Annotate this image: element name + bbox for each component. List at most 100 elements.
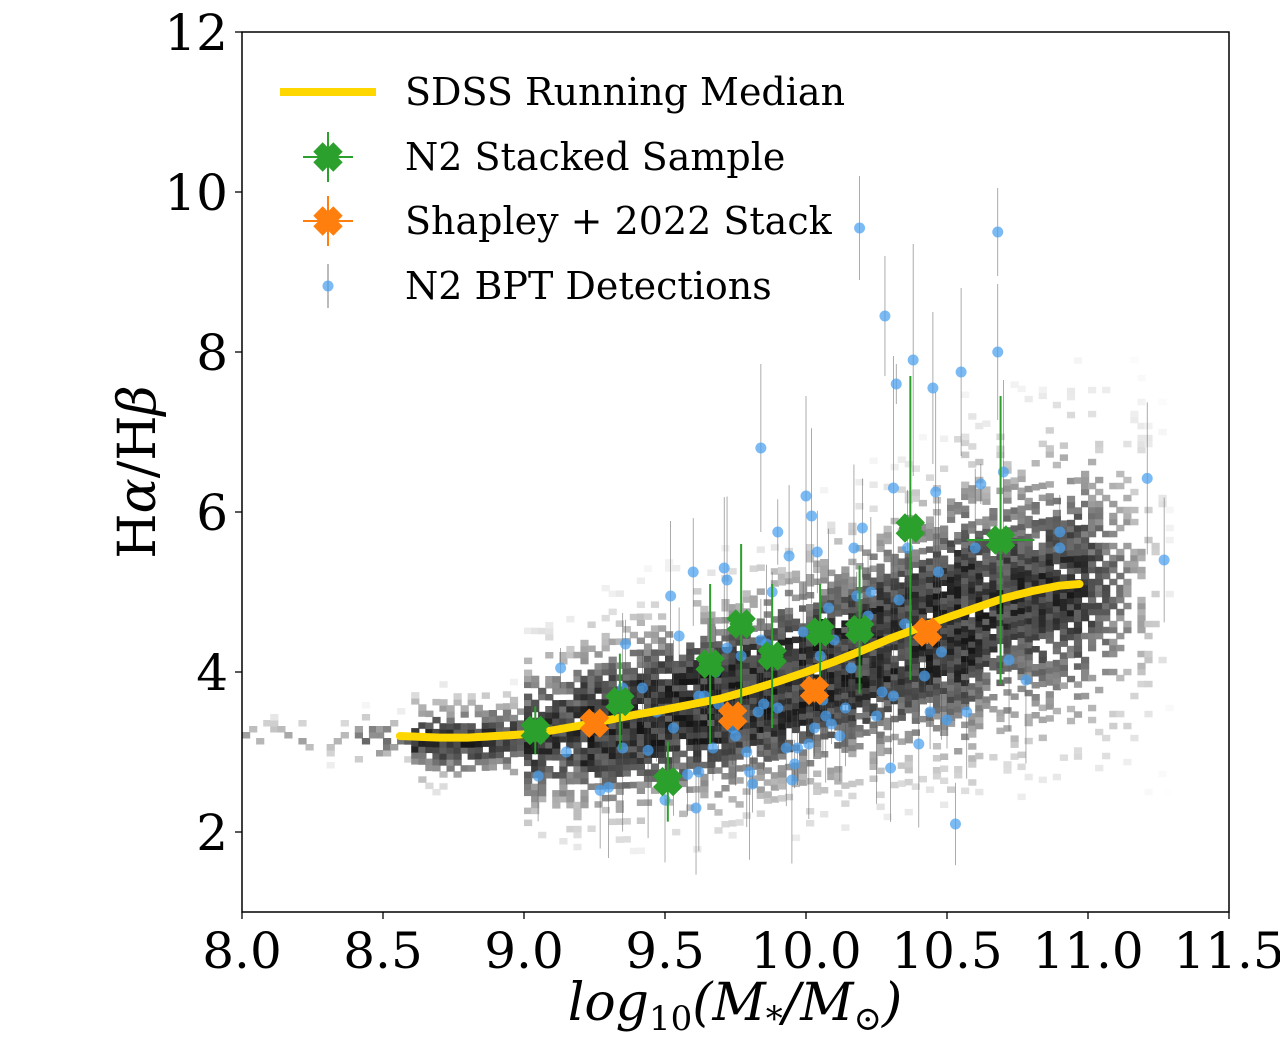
density-cell xyxy=(1052,509,1061,517)
density-cell xyxy=(820,565,829,572)
density-cell xyxy=(1003,677,1012,684)
density-cell xyxy=(601,764,610,772)
density-cell xyxy=(749,601,758,608)
density-cell xyxy=(1193,422,1202,430)
density-cell xyxy=(665,757,674,764)
density-cell xyxy=(982,486,991,493)
density-cell xyxy=(411,752,420,759)
density-cell xyxy=(1052,575,1061,583)
density-cell xyxy=(636,751,645,758)
density-cell xyxy=(601,704,610,712)
density-cell xyxy=(559,760,568,767)
density-cell xyxy=(622,680,631,687)
density-cell xyxy=(615,620,624,627)
stacked-point xyxy=(757,641,787,671)
density-cell xyxy=(552,754,561,761)
density-cell xyxy=(601,644,610,652)
density-cell xyxy=(862,669,871,676)
density-cell xyxy=(897,486,906,493)
density-cell xyxy=(932,653,942,660)
density-cell xyxy=(453,771,462,778)
density-cell xyxy=(270,714,279,721)
density-cell xyxy=(763,791,772,798)
density-cell xyxy=(932,551,942,558)
density-cell xyxy=(1017,517,1026,525)
density-cell xyxy=(918,595,927,603)
density-cell xyxy=(1017,385,1026,393)
density-cell xyxy=(799,749,808,756)
density-cell xyxy=(1088,638,1097,646)
density-cell xyxy=(700,773,709,781)
density-cell xyxy=(883,657,892,665)
density-cell xyxy=(707,761,716,768)
density-cell xyxy=(897,636,906,643)
density-cell xyxy=(1081,662,1090,670)
density-cell xyxy=(573,669,582,677)
density-cell xyxy=(1003,461,1012,468)
density-cell xyxy=(918,685,927,693)
density-cell xyxy=(714,767,723,774)
density-cell xyxy=(284,732,293,739)
detection-point xyxy=(825,718,837,730)
detection-point xyxy=(746,778,758,790)
density-cell xyxy=(1109,530,1118,538)
density-cell xyxy=(777,693,786,700)
density-cell xyxy=(1052,599,1061,607)
density-cell xyxy=(749,655,758,662)
density-cell xyxy=(947,516,956,523)
density-cell xyxy=(1017,469,1026,477)
density-cell xyxy=(925,534,935,541)
density-cell xyxy=(580,735,589,743)
density-cell xyxy=(1038,704,1047,712)
density-cell xyxy=(700,605,709,613)
density-cell xyxy=(954,508,963,515)
density-cell xyxy=(848,720,857,728)
density-cell xyxy=(890,559,899,567)
density-cell xyxy=(799,773,808,780)
density-cell xyxy=(848,714,857,722)
density-cell xyxy=(622,674,631,681)
detection-point xyxy=(1003,654,1015,666)
density-cell xyxy=(784,697,794,705)
density-cell xyxy=(940,567,949,574)
density-cell xyxy=(855,779,864,786)
density-cell xyxy=(848,606,857,614)
density-cell xyxy=(608,764,617,772)
density-cell xyxy=(770,544,779,551)
density-cell xyxy=(1066,609,1076,617)
density-cell xyxy=(1137,650,1146,658)
density-cell xyxy=(1003,611,1012,618)
legend-label: SDSS Running Median xyxy=(405,70,845,114)
density-cell xyxy=(249,726,258,733)
density-cell xyxy=(1017,475,1026,483)
density-cell xyxy=(1031,628,1040,635)
density-cell xyxy=(918,649,927,657)
density-cell xyxy=(1052,461,1061,469)
density-cell xyxy=(707,707,716,714)
density-cell xyxy=(791,768,801,776)
density-cell xyxy=(1017,583,1026,591)
density-cell xyxy=(714,827,723,834)
density-cell xyxy=(904,634,913,642)
density-cell xyxy=(1031,562,1040,569)
density-cell xyxy=(947,594,956,601)
density-cell xyxy=(869,619,878,626)
density-cell xyxy=(672,678,681,686)
density-cell xyxy=(1095,476,1104,484)
density-cell xyxy=(1095,572,1104,580)
density-cell xyxy=(1003,767,1012,774)
density-cell xyxy=(1095,728,1104,736)
density-cell xyxy=(961,559,970,567)
density-cell xyxy=(707,611,716,618)
density-cell xyxy=(1059,586,1068,593)
density-cell xyxy=(495,751,504,759)
density-cell xyxy=(721,545,730,552)
density-cell xyxy=(693,744,702,751)
density-cell xyxy=(700,641,709,649)
density-cell xyxy=(643,613,653,620)
density-cell xyxy=(989,604,998,611)
density-cell xyxy=(665,655,674,662)
density-cell xyxy=(1158,428,1167,436)
density-cell xyxy=(1102,752,1111,760)
density-cell xyxy=(827,593,836,601)
